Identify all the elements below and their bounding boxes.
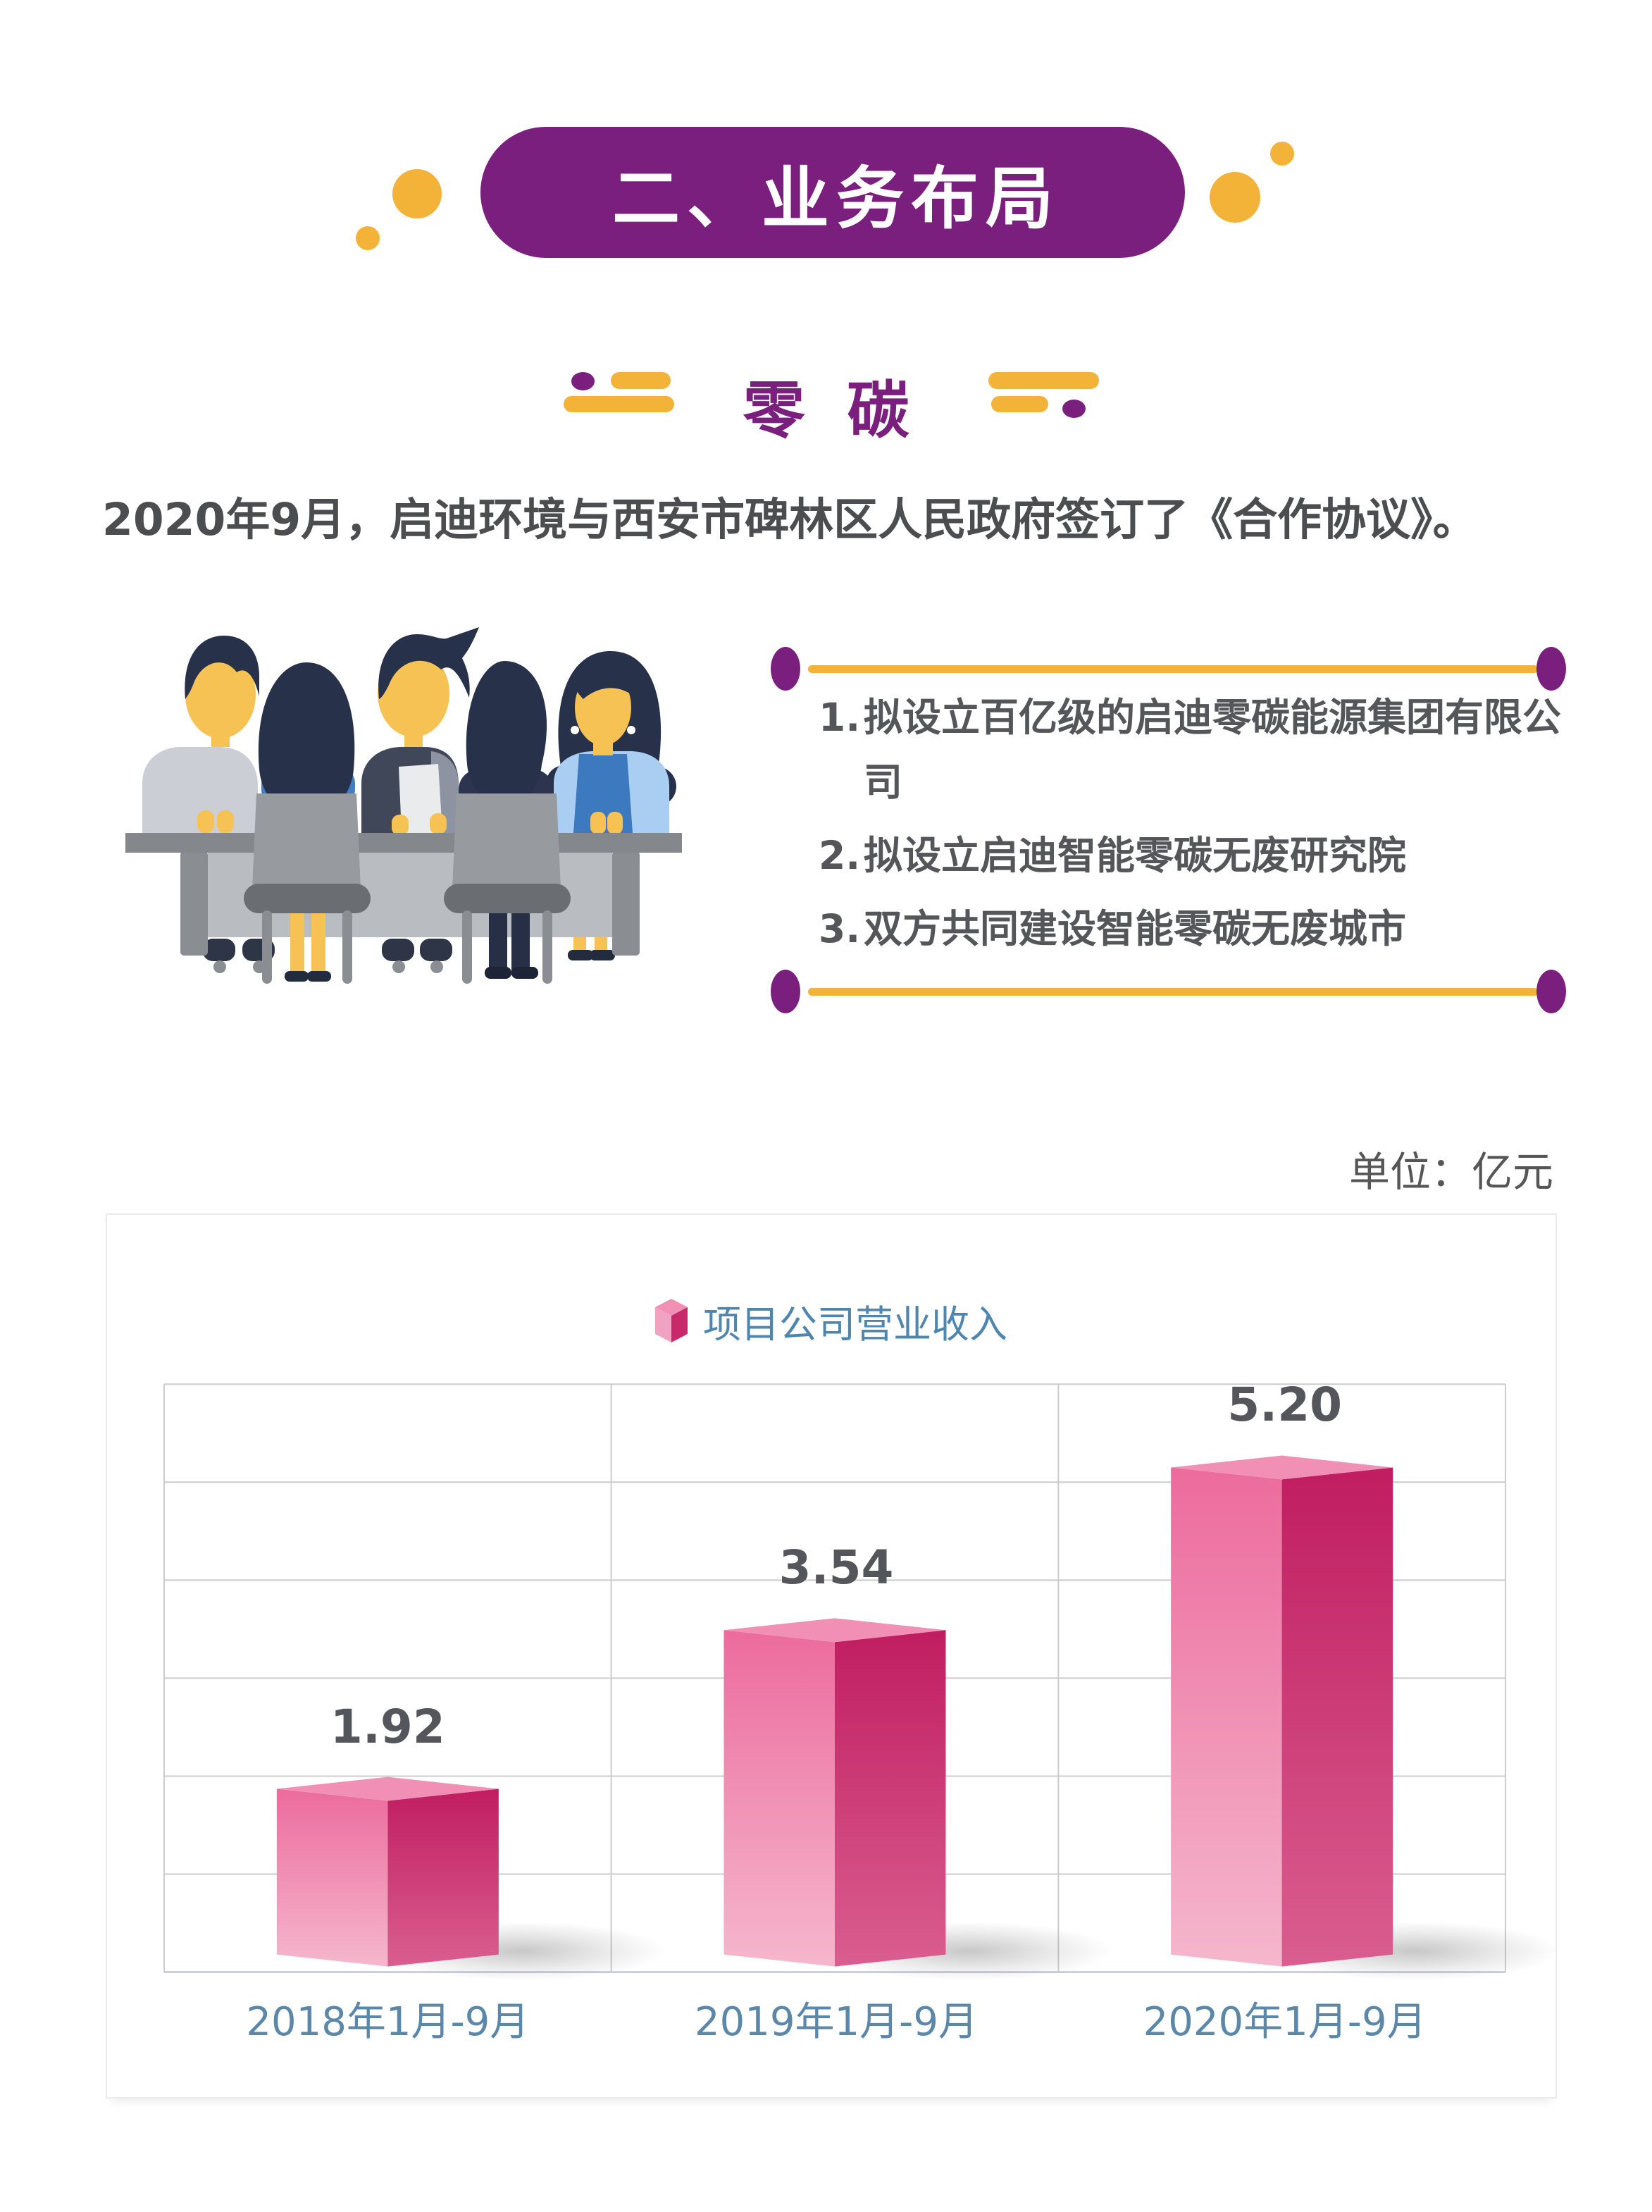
list-item-number: 3.	[819, 906, 861, 951]
list-item-text: 双方共同建设智能零碳无废城市	[864, 906, 1407, 951]
subheader-decor-left	[560, 363, 676, 416]
decor-dot-left-small	[356, 226, 380, 250]
bar-face-front	[723, 1630, 835, 1967]
list-item-text: 拟设立启迪智能零碳无废研究院	[864, 833, 1407, 878]
meeting-illustration	[125, 627, 682, 984]
intro-paragraph: 2020年9月，启迪环境与西安市碑林区人民政府签订了《合作协议》。	[102, 494, 1477, 545]
agreement-list: 1.拟设立百亿级的启迪零碳能源集团有限公司 2.拟设立启迪智能零碳无废研究院 3…	[819, 685, 1565, 970]
bar-face-front	[1171, 1467, 1282, 1967]
list-item-number: 2.	[819, 833, 861, 878]
decor-bar-icon	[564, 396, 674, 412]
decor-ellipse-icon	[571, 372, 595, 390]
legend-label: 项目公司营业收入	[703, 1302, 1007, 1347]
bars	[276, 1455, 1393, 1967]
bar-face-side	[387, 1788, 499, 1967]
bar-cube	[1171, 1455, 1393, 1967]
page-title: 二、业务布局	[612, 159, 1060, 238]
chair-left	[244, 793, 371, 984]
list-item: 2.拟设立启迪智能零碳无废研究院	[819, 823, 1565, 888]
decor-dot-left-large	[392, 169, 442, 218]
list-item-text: 拟设立百亿级的启迪零碳能源集团有限公司	[864, 695, 1562, 805]
section-banner: 二、业务布局	[480, 127, 1185, 258]
section-title: 零碳	[743, 374, 952, 447]
panel-rule-dot	[1536, 970, 1566, 1013]
subheader-decor-right	[985, 363, 1101, 423]
chart-card: 项目公司营业收入 1.92 2018年1月-9月 3.54 2019年1月-9月 5.2…	[106, 1213, 1557, 2099]
panel-rule-dot	[771, 970, 800, 1013]
panel-rule-dot	[1536, 647, 1566, 691]
bar-face-top	[276, 1777, 499, 1801]
bar-cube	[723, 1618, 946, 1967]
person-right-woman	[546, 650, 676, 834]
panel-rule-bottom	[808, 988, 1538, 996]
decor-dot-right-small	[1270, 142, 1294, 166]
decor-bar-icon	[991, 396, 1048, 412]
chart-unit-label: 单位：亿元	[1348, 1148, 1553, 1196]
person-left-gray	[142, 636, 260, 833]
person-center-dark	[361, 627, 479, 836]
panel-rule-dot	[771, 647, 800, 691]
bar-face-front	[276, 1788, 388, 1967]
bar-cube	[276, 1777, 499, 1967]
legend-cube-icon	[655, 1299, 688, 1342]
chair-right	[444, 793, 571, 984]
meeting-table	[125, 833, 682, 956]
panel-rule-top	[808, 665, 1538, 673]
decor-ellipse-icon	[1062, 400, 1086, 418]
decor-bar-icon	[988, 372, 1099, 389]
bar-chart	[163, 1383, 1555, 1981]
decor-bar-icon	[611, 372, 671, 389]
bar-face-side	[1281, 1467, 1393, 1967]
list-item: 1.拟设立百亿级的启迪零碳能源集团有限公司	[819, 685, 1565, 815]
list-item-number: 1.	[819, 695, 861, 740]
chart-legend: 项目公司营业收入	[107, 1298, 1555, 1347]
bar-face-side	[834, 1630, 946, 1967]
decor-dot-right-large	[1210, 172, 1260, 223]
list-item: 3.双方共同建设智能零碳无废城市	[819, 896, 1565, 961]
